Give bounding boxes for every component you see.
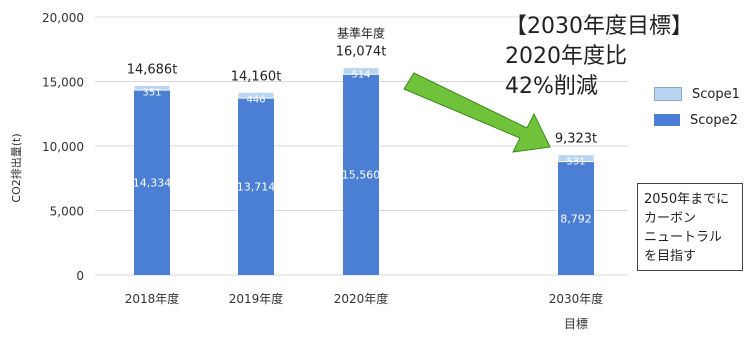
bar-scope1	[133, 85, 171, 91]
data-label-scope1: 446	[246, 94, 265, 105]
legend: Scope1 Scope2	[654, 83, 740, 135]
y-tick-label: 15,000	[42, 76, 84, 90]
legend-item-scope2: Scope2	[654, 109, 740, 131]
note-line: カーボン	[644, 211, 697, 226]
data-labels: 14,334 351 14,686t 13,714 446 14,160t 15,560 51…	[127, 26, 597, 226]
legend-swatch-scope1	[654, 87, 682, 101]
total-label: 16,074t	[336, 45, 387, 60]
bar-scope2	[238, 98, 274, 275]
note-line: を目指す	[644, 249, 697, 264]
target-reduction: 42%削減	[505, 74, 598, 99]
x-tick-label: 2018年度	[125, 291, 180, 306]
y-tick-label: 0	[76, 269, 84, 283]
total-label: 9,323t	[555, 132, 597, 147]
base-year-label: 基準年度	[337, 26, 385, 41]
total-label: 14,160t	[231, 69, 282, 84]
x-tick-label: 2019年度	[229, 291, 284, 306]
bar-scope2	[134, 90, 170, 275]
legend-label-scope2: Scope2	[690, 112, 738, 128]
y-axis-label: CO2排出量(t)	[9, 133, 23, 202]
y-tick-label: 10,000	[42, 140, 84, 154]
x-tick-sublabel: 目標	[564, 317, 588, 331]
bar-scope2	[558, 161, 594, 275]
note-line: ニュートラル	[644, 230, 723, 245]
x-tick-label: 2030年度	[549, 291, 604, 306]
x-tick-label: 2020年度	[334, 291, 389, 306]
reduction-arrow-icon	[403, 72, 551, 153]
reduction-arrow	[403, 72, 551, 153]
data-label-scope2: 13,714	[237, 181, 276, 194]
bars	[133, 67, 595, 275]
data-label-scope1: 514	[351, 70, 370, 81]
y-axis-title: CO2排出量(t)	[9, 133, 23, 202]
total-label: 14,686t	[127, 63, 178, 78]
y-axis-ticks: 0 5,000 10,000 15,000 20,000	[42, 11, 84, 283]
data-label-scope2: 15,560	[342, 169, 381, 182]
data-label-scope2: 8,792	[560, 212, 592, 225]
data-label-scope1: 531	[566, 157, 585, 168]
note-line: 2050年までに	[644, 192, 730, 207]
data-label-scope1: 351	[142, 88, 161, 99]
bar-scope1	[557, 154, 595, 163]
carbon-neutral-note: 2050年までに カーボン ニュートラル を目指す	[637, 183, 743, 271]
bar-scope1	[342, 67, 380, 75]
target-title: 【2030年度目標】	[505, 14, 693, 39]
target-comparison: 2020年度比	[505, 44, 627, 69]
x-axis-ticks: 2018年度 2019年度 2020年度 2030年度目標	[125, 291, 604, 331]
y-tick-label: 5,000	[50, 205, 84, 219]
legend-item-scope1: Scope1	[654, 83, 740, 105]
legend-swatch-scope2	[654, 114, 680, 126]
y-tick-label: 20,000	[42, 11, 84, 25]
bar-scope2	[343, 74, 379, 275]
data-label-scope2: 14,334	[133, 177, 172, 190]
legend-label-scope1: Scope1	[692, 86, 740, 102]
target-callout: 【2030年度目標】 2020年度比 42%削減	[505, 12, 693, 102]
bar-scope1	[237, 91, 275, 99]
